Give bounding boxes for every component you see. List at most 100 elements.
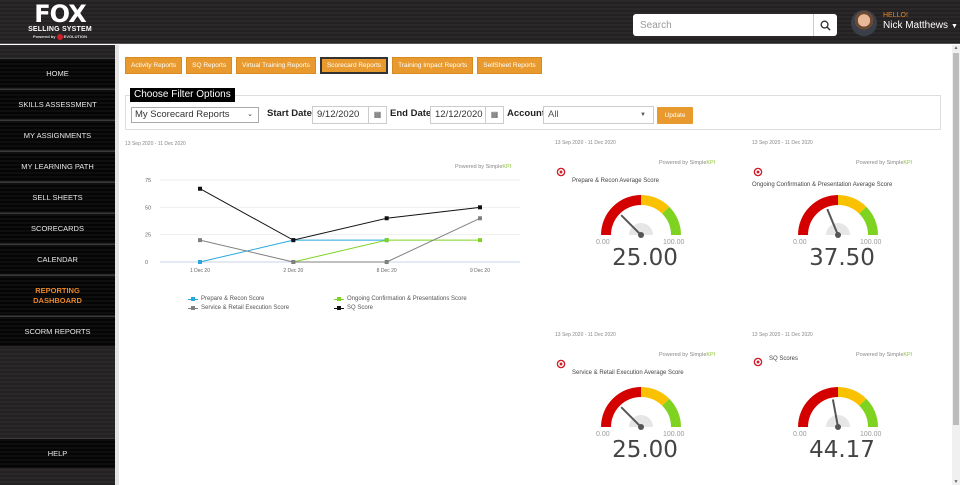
gauge-max: 100.00 bbox=[663, 431, 685, 438]
powered-by-prefix: Powered by Simple bbox=[659, 352, 707, 358]
sidebar-item-calendar[interactable]: CALENDAR bbox=[0, 244, 115, 274]
legend-item[interactable]: Prepare & Recon Score bbox=[188, 296, 264, 302]
powered-by-kpi: KPI bbox=[502, 164, 512, 170]
user-menu[interactable]: Nick Matthews ▼ bbox=[883, 20, 958, 31]
powered-by-simplekpi[interactable]: Powered by SimpleKPI bbox=[455, 164, 511, 170]
gauge-min: 0.00 bbox=[793, 431, 807, 438]
chart-series bbox=[198, 186, 482, 264]
target-icon bbox=[556, 359, 566, 369]
sidebar-item-label: SKILLS ASSESSMENT bbox=[18, 99, 97, 109]
gauge-title: Service & Retail Execution Average Score bbox=[572, 370, 684, 376]
tab-sellsheet-reports[interactable]: SellSheet Reports bbox=[477, 57, 542, 74]
update-button[interactable]: Update bbox=[657, 107, 693, 124]
target-icon bbox=[556, 167, 566, 177]
gauge-value: 44.17 bbox=[809, 437, 875, 463]
svg-text:50: 50 bbox=[145, 205, 151, 211]
tab-virtual-training-reports[interactable]: Virtual Training Reports bbox=[236, 57, 316, 74]
sidebar-item-label: REPORTING DASHBOARD bbox=[33, 285, 82, 305]
gauge-value: 37.50 bbox=[809, 245, 875, 271]
account-value: All bbox=[548, 109, 559, 120]
powered-by-prefix: Powered by Simple bbox=[659, 160, 707, 166]
sidebar-item-sell-sheets[interactable]: SELL SHEETS bbox=[0, 182, 115, 212]
gauge-card: 13 Sep 2020 - 11 Dec 2020 Powered by Simp… bbox=[550, 330, 740, 470]
legend-marker-icon bbox=[334, 306, 344, 310]
search-box bbox=[633, 14, 837, 36]
powered-by-simplekpi[interactable]: Powered by SimpleKPI bbox=[659, 160, 715, 166]
chart-date-range: 13 Sep 2020 - 11 Dec 2020 bbox=[125, 141, 186, 147]
svg-text:9 Dec 20: 9 Dec 20 bbox=[470, 268, 490, 274]
sidebar-item-label: MY LEARNING PATH bbox=[21, 161, 94, 171]
powered-by-kpi: KPI bbox=[903, 160, 913, 166]
legend-item[interactable]: Service & Retail Execution Score bbox=[188, 305, 289, 311]
tab-sq-reports[interactable]: SQ Reports bbox=[186, 57, 233, 74]
target-icon bbox=[753, 167, 763, 177]
calendar-icon[interactable]: ▦ bbox=[368, 107, 386, 123]
gauge-title: Ongoing Confirmation & Presentation Aver… bbox=[752, 182, 893, 188]
powered-by-prefix: Powered by Simple bbox=[856, 352, 904, 358]
powered-by-simplekpi[interactable]: Powered by SimpleKPI bbox=[659, 352, 715, 358]
search-input[interactable] bbox=[633, 14, 813, 36]
caret-down-icon: ▼ bbox=[951, 23, 958, 30]
sidebar-item-my-learning-path[interactable]: MY LEARNING PATH bbox=[0, 151, 115, 181]
scroll-down-icon[interactable]: ▼ bbox=[953, 479, 959, 485]
sidebar-item-skills-assessment[interactable]: SKILLS ASSESSMENT bbox=[0, 89, 115, 119]
svg-text:75: 75 bbox=[145, 178, 151, 184]
sidebar-item-label: HELP bbox=[47, 448, 68, 458]
gauge-card: 13 Sep 2020 - 11 Dec 2020 Powered by Simp… bbox=[550, 138, 740, 278]
sidebar-edge bbox=[115, 45, 119, 485]
account-select[interactable]: All ▼ bbox=[543, 106, 654, 124]
legend-marker-icon bbox=[334, 297, 344, 301]
sidebar-item-label: CALENDAR bbox=[37, 254, 78, 264]
legend-label: Prepare & Recon Score bbox=[201, 296, 265, 302]
end-date-value: 12/12/2020 bbox=[435, 109, 483, 120]
end-date-label: End Date bbox=[390, 108, 432, 119]
page-scrollbar[interactable]: ▲ ▼ bbox=[952, 45, 960, 485]
scrollbar-thumb[interactable] bbox=[953, 53, 959, 425]
report-type-value: My Scorecard Reports bbox=[135, 109, 230, 120]
powered-by-simplekpi[interactable]: Powered by SimpleKPI bbox=[856, 160, 912, 166]
gauge-value: 25.00 bbox=[612, 437, 678, 463]
report-type-select[interactable]: My Scorecard Reports ⌄ bbox=[131, 107, 259, 123]
scroll-up-icon[interactable]: ▲ bbox=[953, 45, 959, 51]
powered-label: Powered by bbox=[32, 34, 56, 40]
logo-powered-by: Powered by EVOLUTION bbox=[28, 34, 92, 40]
brand-label: EVOLUTION bbox=[63, 34, 88, 40]
gauge-date-range: 13 Sep 2020 - 11 Dec 2020 bbox=[555, 140, 616, 146]
start-date-label: Start Date bbox=[267, 108, 312, 119]
fox-selling-system-logo[interactable]: FOX SELLING SYSTEM Powered by EVOLUTION bbox=[28, 2, 92, 42]
gauge-max: 100.00 bbox=[663, 239, 685, 246]
tab-activity-reports[interactable]: Activity Reports bbox=[125, 57, 183, 74]
sidebar-item-reporting-dashboard[interactable]: REPORTING DASHBOARD bbox=[0, 275, 115, 315]
start-date-value: 9/12/2020 bbox=[317, 109, 360, 120]
evolution-logo-icon bbox=[56, 34, 63, 40]
legend-label: Service & Retail Execution Score bbox=[201, 305, 290, 311]
sidebar-item-scorecards[interactable]: SCORECARDS bbox=[0, 213, 115, 243]
tab-training-impact-reports[interactable]: Training Impact Reports bbox=[392, 57, 474, 74]
gauge-min: 0.00 bbox=[596, 431, 610, 438]
gauge-dial bbox=[601, 387, 681, 430]
logo-sub-text: SELLING SYSTEM bbox=[28, 26, 92, 33]
sidebar-item-home[interactable]: HOME bbox=[0, 58, 115, 88]
calendar-icon[interactable]: ▦ bbox=[485, 107, 503, 123]
sidebar-item-scorm-reports[interactable]: SCORM REPORTS bbox=[0, 316, 115, 346]
line-chart: 0 25 50 75 1 Dec 20 2 Dec 20 8 Dec 20 9 Dec 20 bbox=[145, 178, 520, 274]
legend-item[interactable]: Ongoing Confirmation & Presentations Sco… bbox=[334, 296, 467, 302]
search-button[interactable] bbox=[813, 14, 837, 36]
legend-item[interactable]: SQ Score bbox=[334, 305, 373, 311]
end-date-input[interactable]: 12/12/2020 ▦ bbox=[430, 106, 504, 124]
sidebar-item-label: SCORM REPORTS bbox=[24, 326, 91, 336]
user-avatar[interactable] bbox=[851, 10, 877, 36]
gauge-max: 100.00 bbox=[860, 431, 882, 438]
svg-text:8 Dec 20: 8 Dec 20 bbox=[377, 268, 397, 274]
gauge-date-range: 13 Sep 2020 - 11 Dec 2020 bbox=[555, 332, 616, 338]
start-date-input[interactable]: 9/12/2020 ▦ bbox=[312, 106, 387, 124]
sidebar-item-my-assignments[interactable]: MY ASSIGNMENTS bbox=[0, 120, 115, 150]
sidebar-item-help[interactable]: HELP bbox=[0, 438, 115, 468]
chevron-down-icon: ⌄ bbox=[247, 111, 253, 118]
gauge-card: 13 Sep 2020 - 11 Dec 2020 Powered by Simp… bbox=[747, 330, 937, 470]
powered-by-kpi: KPI bbox=[903, 352, 913, 358]
powered-by-simplekpi[interactable]: Powered by SimpleKPI bbox=[856, 352, 912, 358]
gauge-min: 0.00 bbox=[596, 239, 610, 246]
powered-by-kpi: KPI bbox=[706, 352, 716, 358]
tab-scorecard-reports[interactable]: Scorecard Reports bbox=[319, 57, 389, 74]
